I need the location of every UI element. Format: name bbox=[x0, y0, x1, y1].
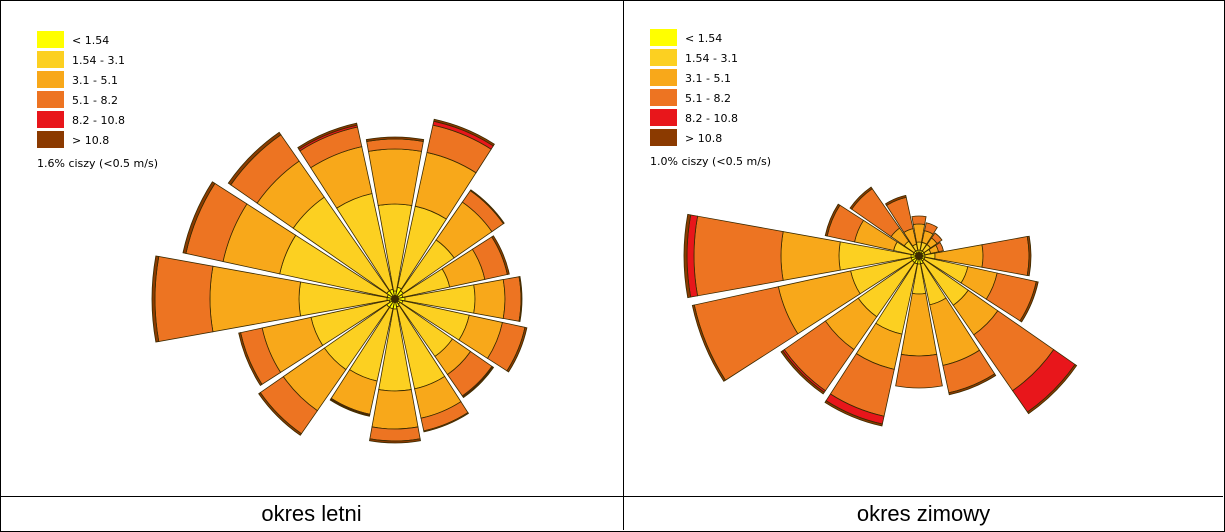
wedge-S-bin3 bbox=[369, 426, 421, 442]
legend-label-4: 8.2 - 10.8 bbox=[72, 114, 125, 127]
wedge-E-bin3 bbox=[981, 236, 1030, 276]
wedge-N-bin2 bbox=[367, 148, 423, 206]
windrose-center bbox=[915, 252, 923, 260]
caption-winter: okres zimowy bbox=[856, 501, 991, 526]
wedge-E-bin5 bbox=[1026, 235, 1032, 277]
wedge-NNE-bin3 bbox=[924, 222, 938, 235]
legend-label-5: > 10.8 bbox=[72, 134, 109, 147]
wedge-S-bin2 bbox=[371, 389, 419, 430]
wedge-W-bin3 bbox=[693, 215, 784, 297]
wedge-WNW-bin5 bbox=[824, 203, 841, 237]
legend-label-1: 1.54 - 3.1 bbox=[72, 54, 125, 67]
legend-label-2: 3.1 - 5.1 bbox=[72, 74, 118, 87]
wedge-SW-bin5 bbox=[258, 392, 302, 436]
legend-label-3: 5.1 - 8.2 bbox=[72, 94, 118, 107]
legend-swatch-2 bbox=[650, 69, 677, 86]
table-divider-horizontal bbox=[0, 496, 1223, 497]
wedge-N-bin3 bbox=[911, 215, 927, 225]
legend-swatch-4 bbox=[37, 111, 64, 128]
legend-label-0: < 1.54 bbox=[685, 32, 722, 45]
wedge-S-bin3 bbox=[895, 353, 943, 389]
windrose-chart-summer: < 1.54 1.54 - 3.1 3.1 - 5.1 5.1 - 8.2 8.2 - … bbox=[37, 31, 528, 444]
wedge-W-bin2 bbox=[209, 265, 301, 333]
wedge-WSW-bin3 bbox=[693, 286, 799, 381]
wedge-SSE-bin5 bbox=[948, 373, 997, 396]
wedge-NW-bin5 bbox=[849, 186, 873, 210]
legend-swatch-0 bbox=[650, 29, 677, 46]
windrose-panel-winter: < 1.54 1.54 - 3.1 3.1 - 5.1 5.1 - 8.2 8.2 - … bbox=[625, 0, 1222, 496]
caption-summer: okres letni bbox=[261, 501, 362, 526]
wedge-WNW-bin5 bbox=[182, 181, 216, 254]
legend-swatch-2 bbox=[37, 71, 64, 88]
legend-swatch-1 bbox=[650, 49, 677, 66]
calm-label: 1.6% ciszy (<0.5 m/s) bbox=[37, 157, 158, 170]
wedge-E-bin2 bbox=[473, 279, 506, 319]
legend-swatch-4 bbox=[650, 109, 677, 126]
wedge-W-bin5 bbox=[683, 213, 692, 299]
table-divider-vertical bbox=[623, 0, 624, 530]
legend-swatch-3 bbox=[37, 91, 64, 108]
legend-label-0: < 1.54 bbox=[72, 34, 109, 47]
windrose-panel-summer: < 1.54 1.54 - 3.1 3.1 - 5.1 5.1 - 8.2 8.2 - … bbox=[1, 0, 623, 496]
wedge-ENE-bin5 bbox=[491, 235, 510, 275]
wedge-E-bin3 bbox=[502, 276, 522, 322]
legend-swatch-3 bbox=[650, 89, 677, 106]
wedge-ESE-bin5 bbox=[1019, 281, 1039, 323]
legend-swatch-1 bbox=[37, 51, 64, 68]
wedge-NNW-bin5 bbox=[884, 194, 907, 207]
legend-label-1: 1.54 - 3.1 bbox=[685, 52, 738, 65]
wedge-SSW-bin5 bbox=[824, 400, 883, 427]
wedge-N-bin5 bbox=[365, 136, 425, 142]
wedge-W-bin5 bbox=[151, 255, 160, 343]
wedge-SSE-bin5 bbox=[423, 412, 470, 433]
legend-swatch-5 bbox=[37, 131, 64, 148]
wedge-E-bin5 bbox=[518, 276, 523, 322]
legend-label-2: 3.1 - 5.1 bbox=[685, 72, 731, 85]
wedge-W-bin2 bbox=[780, 231, 841, 281]
wedge-SE-bin5 bbox=[1026, 363, 1078, 415]
wedge-W-bin3 bbox=[154, 256, 214, 342]
windrose-chart-winter: < 1.54 1.54 - 3.1 3.1 - 5.1 5.1 - 8.2 8.2 - … bbox=[650, 29, 1078, 427]
wedge-S-bin5 bbox=[369, 438, 421, 444]
wedge-NW-bin5 bbox=[227, 131, 282, 186]
wedge-NE-bin5 bbox=[469, 189, 505, 225]
legend-label-5: > 10.8 bbox=[685, 132, 722, 145]
calm-label: 1.0% ciszy (<0.5 m/s) bbox=[650, 155, 771, 168]
wedge-WSW-bin5 bbox=[238, 332, 263, 386]
wedge-NNW-bin5 bbox=[297, 122, 358, 150]
wedge-SE-bin5 bbox=[462, 366, 495, 399]
wedge-NE-bin3 bbox=[931, 232, 943, 244]
wedge-SSW-bin5 bbox=[329, 398, 371, 417]
wedge-ESE-bin5 bbox=[506, 326, 528, 373]
wedge-WSW-bin5 bbox=[691, 304, 727, 382]
legend-swatch-0 bbox=[37, 31, 64, 48]
legend-swatch-5 bbox=[650, 129, 677, 146]
windrose-center bbox=[391, 295, 399, 303]
wedge-ENE-bin3 bbox=[935, 241, 944, 253]
legend-label-3: 5.1 - 8.2 bbox=[685, 92, 731, 105]
wedge-NNE-bin5 bbox=[433, 118, 495, 147]
wedge-SW-bin5 bbox=[780, 350, 825, 395]
legend-label-4: 8.2 - 10.8 bbox=[685, 112, 738, 125]
